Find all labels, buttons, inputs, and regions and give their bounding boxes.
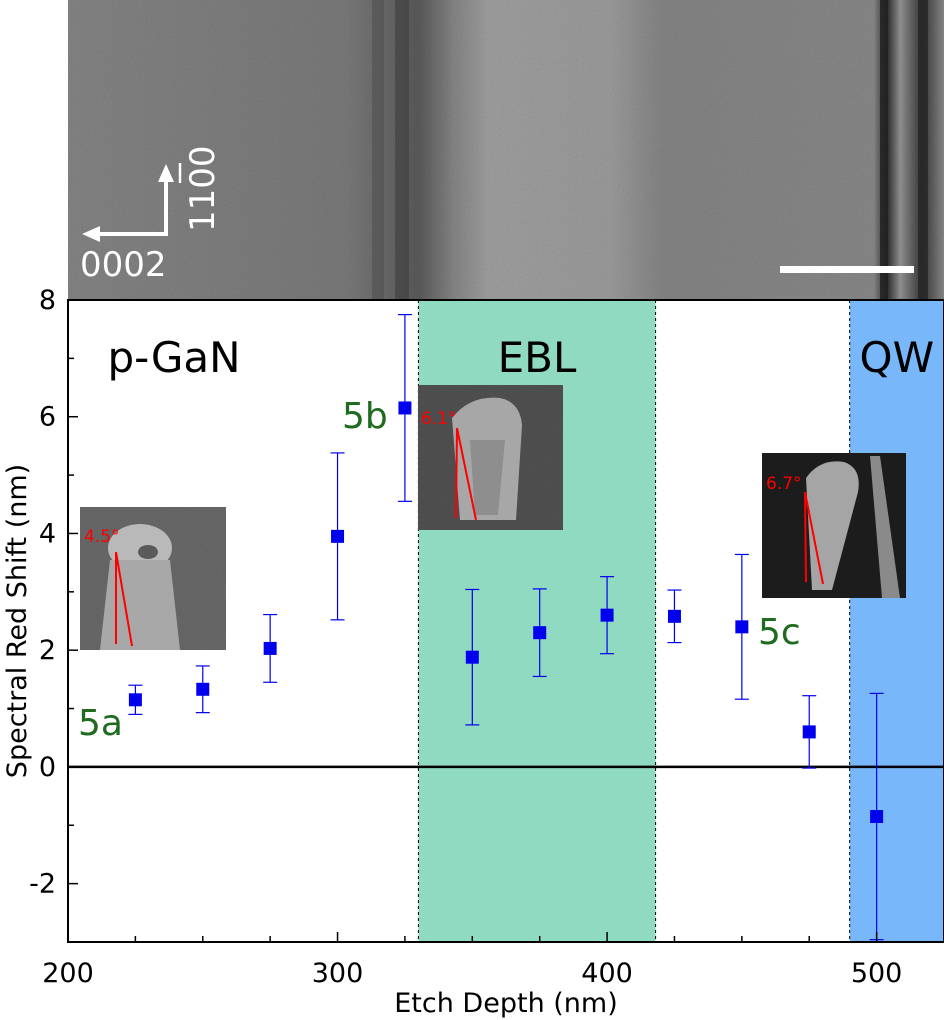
tem-band [918,0,928,300]
region-qw [849,300,944,942]
x-axis-label: Etch Depth (nm) [394,988,618,1019]
x-tick-label: 200 [42,958,94,989]
data-point [263,641,277,655]
y-tick-label: 0 [39,752,56,783]
x-tick-label: 400 [581,958,633,989]
data-point [667,609,681,623]
x-tick-label: 500 [851,958,903,989]
data-point [128,693,142,707]
plot: 4.5° 6.1° 6.7° p-GaN EBL QW 5a 5b 5c 200 30… [29,285,944,989]
scale-bar [780,266,914,273]
annotation-5c: 5c [758,612,801,653]
sem-inset-5c: 6.7° [762,453,906,598]
region-label-ebl: EBL [498,333,577,382]
data-point [465,650,479,664]
data-point [870,810,884,824]
y-tick-label: 2 [39,635,56,666]
sem-inset-5b: 6.1° [418,385,563,530]
x-tick-label: 300 [312,958,364,989]
annotation-5a: 5a [78,703,123,744]
y-tick-label: 6 [39,402,56,433]
y-tick-label: 4 [39,518,56,549]
y-tick-label: 8 [39,285,56,316]
angle-label-5c: 6.7° [766,474,802,494]
angle-label-5b: 6.1° [421,409,457,429]
data-point [196,682,210,696]
crystal-axes: 0002 1100 [80,145,223,285]
arrow-left-icon [82,226,100,242]
data-point [735,620,749,634]
y-tick-label: -2 [29,869,56,900]
axis-c-label: 0002 [80,245,167,285]
data-point [802,725,816,739]
axis-m-label: 1100 [183,145,223,232]
tem-background [68,0,944,300]
plot-frame [67,299,944,943]
region-label-p-gan: p-GaN [107,333,240,382]
tem-image: 0002 1100 [68,0,944,300]
tem-band [880,0,888,300]
data-point [331,529,345,543]
arrow-up-icon [158,164,174,182]
data-point [533,626,547,640]
data-point [398,401,412,415]
annotation-5b: 5b [342,396,388,437]
tem-band [395,0,409,300]
data-point [600,608,614,622]
tem-band [372,0,384,300]
region-label-qw: QW [860,333,935,382]
sem-inset-5a: 4.5° [80,507,226,650]
y-axis-label: Spectral Red Shift (nm) [2,464,33,778]
angle-label-5a: 4.5° [84,527,120,547]
